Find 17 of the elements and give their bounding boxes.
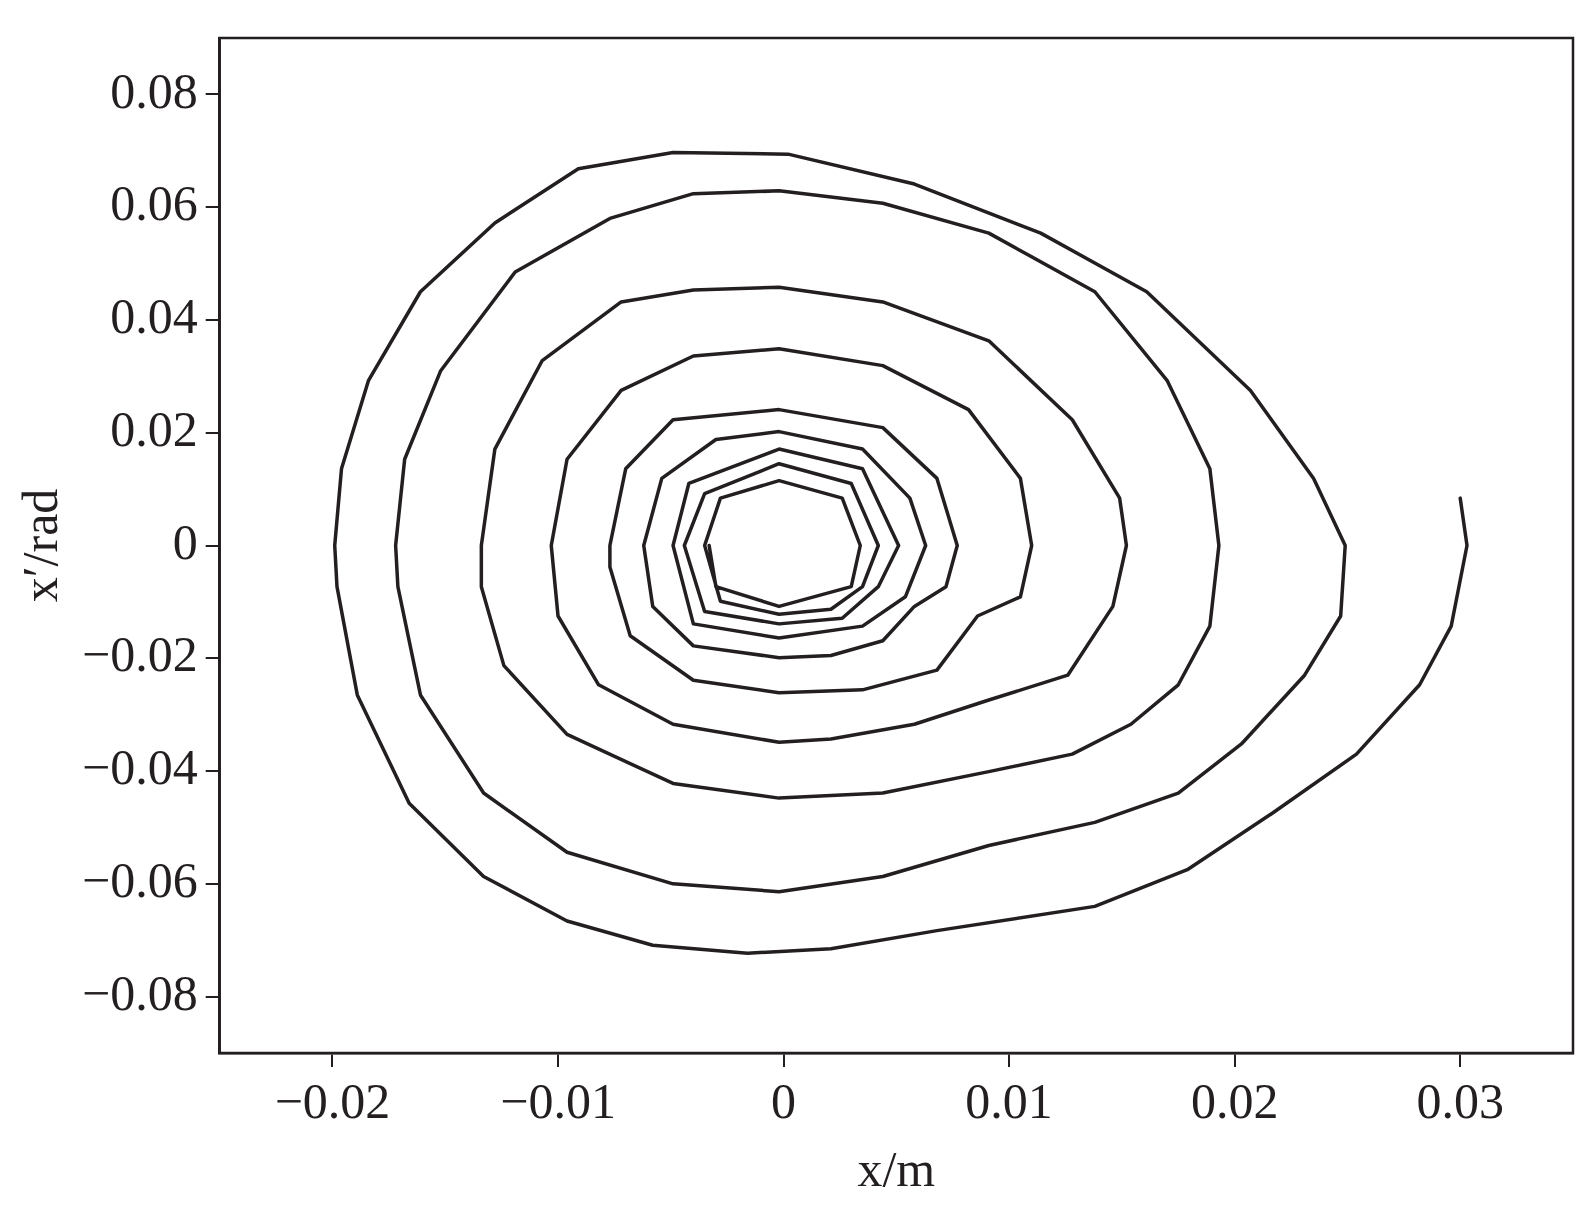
x-tick-label: 0.03 [1416,1073,1504,1130]
x-tick-label: −0.01 [500,1073,616,1130]
y-axis-title: x′/rad [12,488,69,603]
x-tick-label: 0.01 [965,1073,1053,1130]
x-tick-label: 0 [771,1073,797,1130]
x-tick-label: −0.02 [274,1073,391,1130]
x-axis-title: x/m [857,1141,936,1198]
y-tick-label: 0.04 [110,288,198,345]
y-tick-label: 0.02 [110,400,198,457]
y-tick-label: −0.08 [82,964,198,1021]
y-tick-label: 0.08 [110,62,198,119]
y-tick-label: −0.06 [82,851,198,908]
y-tick-label: −0.04 [82,739,198,796]
x-tick-label: 0.02 [1190,1073,1279,1130]
y-tick-label: −0.02 [82,626,198,683]
y-tick-label: 0.06 [110,175,198,232]
y-tick-label: 0 [172,513,198,570]
